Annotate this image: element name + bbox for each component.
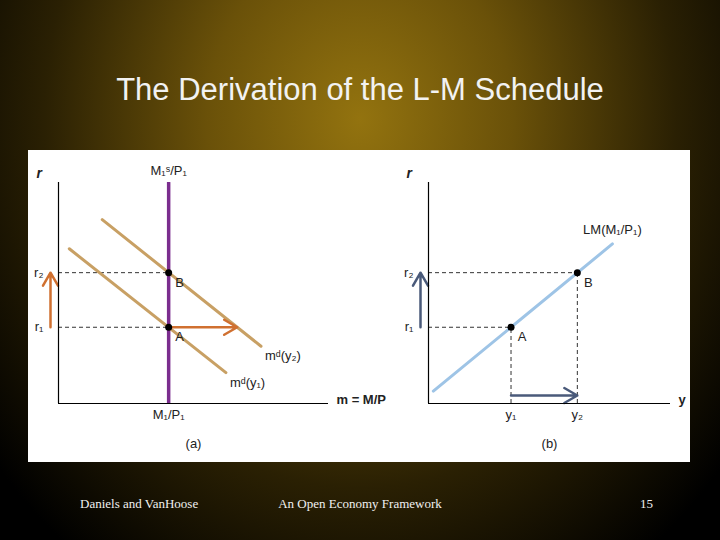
svg-text:M₁ˢ/P₁: M₁ˢ/P₁ [151, 163, 188, 178]
html-text:Daniels and VanHoose: Daniels and VanHoose [80, 496, 199, 511]
svg-text:y₂: y₂ [572, 407, 584, 422]
svg-text:A: A [175, 329, 184, 344]
html-text:15: 15 [640, 496, 653, 511]
svg-text:r₁: r₁ [35, 319, 44, 334]
svg-text:B: B [175, 275, 184, 290]
svg-text:m = M/P: m = M/P [337, 392, 387, 407]
svg-text:B: B [584, 275, 593, 290]
svg-text:r₂: r₂ [404, 265, 413, 280]
svg-text:mᵈ(y₁): mᵈ(y₁) [230, 375, 265, 390]
svg-text:(a): (a) [186, 436, 202, 451]
html-text:The Derivation of the L-M Sche: The Derivation of the L-M Schedule [116, 72, 604, 107]
svg-text:A: A [518, 329, 527, 344]
svg-text:mᵈ(y₂): mᵈ(y₂) [265, 348, 301, 363]
svg-text:r₁: r₁ [405, 319, 414, 334]
svg-text:(b): (b) [542, 436, 558, 451]
svg-text:LM(M₁/P₁): LM(M₁/P₁) [583, 222, 642, 237]
svg-text:M₁/P₁: M₁/P₁ [153, 407, 185, 422]
svg-text:y: y [679, 392, 687, 407]
svg-text:r₂: r₂ [34, 265, 43, 280]
svg-text:r: r [407, 165, 414, 181]
svg-text:y₁: y₁ [506, 407, 517, 422]
svg-text:r: r [37, 165, 44, 181]
html-text:An Open Economy Framework: An Open Economy Framework [278, 496, 442, 511]
